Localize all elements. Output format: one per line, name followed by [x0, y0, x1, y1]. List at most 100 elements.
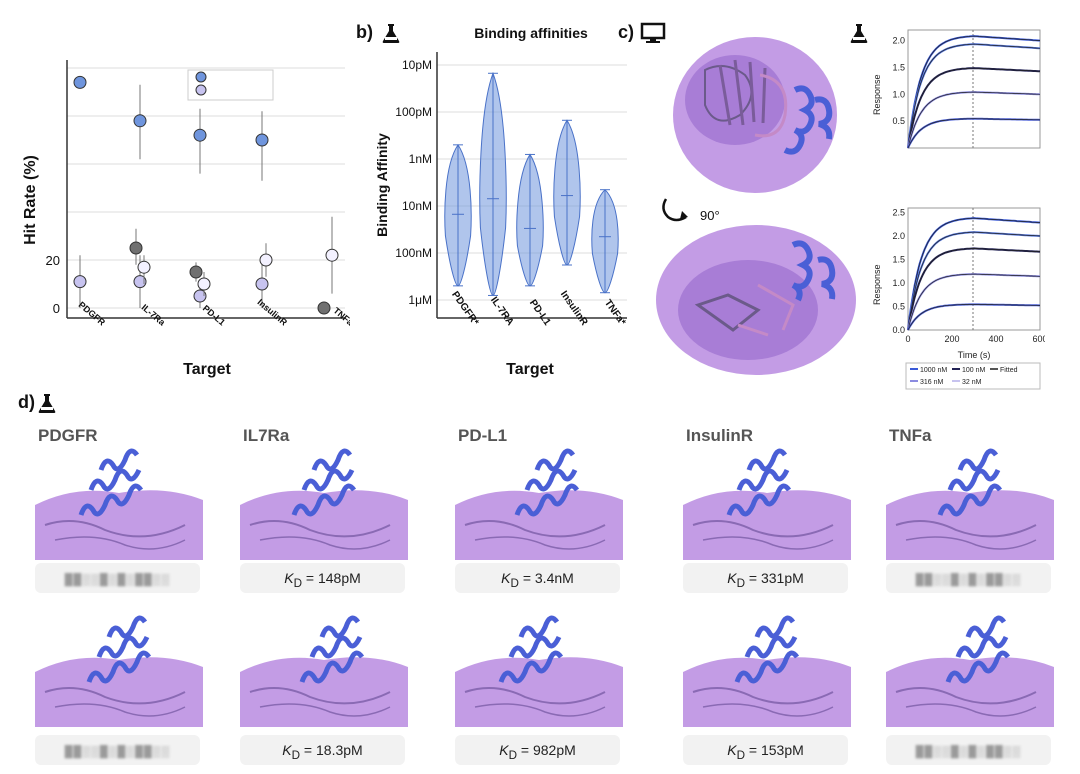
- kd-symbol: K: [499, 742, 509, 758]
- y-tick-label: 1μM: [408, 293, 432, 307]
- kd-value: = 331pM: [745, 570, 804, 586]
- hit-rate-chart: 0 20 PDGFR IL-7Ra PD-L1 InsulinR TNFa Hit Rate…: [22, 60, 350, 378]
- kinetics-fit-curve: [907, 91, 1041, 149]
- kinetics-fit-curve: [907, 67, 1041, 149]
- kd-symbol: K: [282, 742, 292, 758]
- kd-value: = 982pM: [517, 742, 576, 758]
- hit-rate-point: [197, 277, 211, 291]
- hit-rate-point: [189, 265, 203, 279]
- x-tick-label: 400: [988, 334, 1003, 344]
- hit-rate-point: [193, 289, 207, 303]
- panel-d-letter: d): [18, 392, 35, 412]
- kinetics-fit-curve: [907, 43, 1041, 149]
- kd-value: = 153pM: [745, 742, 804, 758]
- x-tick-label: PDGFR*: [449, 290, 480, 328]
- structure-target-title: PDGFR: [38, 426, 98, 445]
- binder-structure-image: [886, 448, 1054, 560]
- y-tick-label: 10nM: [402, 199, 432, 213]
- binding-affinity-chart: Binding affinities 10pM 100pM 1nM 10nM 100nM…: [374, 25, 628, 378]
- x-tick-label: IL-7Ra: [140, 302, 168, 328]
- kd-value-box: ██▒▒█▒█▒██▒▒: [886, 735, 1051, 765]
- kd-value-box: KD = 3.4nM: [455, 563, 620, 593]
- kd-subscript: D: [736, 576, 745, 590]
- structure-target-title: TNFa: [889, 426, 932, 445]
- kd-symbol: K: [727, 742, 737, 758]
- binding-affinity-x-label: Target: [506, 361, 554, 378]
- binder-structure-image: [455, 615, 623, 727]
- kd-value-box: KD = 148pM: [240, 563, 405, 593]
- y-tick-label: 1nM: [409, 152, 432, 166]
- y-tick-label: 0.5: [892, 116, 905, 126]
- panel-c-letter: c): [618, 22, 635, 42]
- y-tick-label: 20: [46, 253, 60, 268]
- rotate-icon: [662, 198, 688, 222]
- x-tick-label: 0: [905, 334, 910, 344]
- y-tick-label: 100pM: [395, 105, 432, 119]
- hit-rate-x-label: Target: [183, 361, 231, 378]
- binder-structure-image: [240, 615, 408, 727]
- y-tick-label: 1.0: [892, 278, 905, 288]
- structure-target-title: InsulinR: [686, 426, 754, 445]
- hit-rate-point: [133, 114, 147, 128]
- kd-symbol: K: [284, 570, 294, 586]
- x-tick-label: TNFa*: [602, 298, 628, 328]
- hit-rate-y-label: Hit Rate (%): [22, 155, 39, 245]
- y-tick-label: 0: [53, 301, 60, 316]
- kd-value: = 3.4nM: [518, 570, 574, 586]
- hit-rate-point: [255, 277, 269, 291]
- x-tick-label: PD-L1: [201, 303, 227, 327]
- x-tick-label: TNFa: [331, 305, 350, 328]
- kinetics-chart-bottom: 0.0 0.5 1.0 1.5 2.0 2.5 0 200 400 600 Response Ti…: [872, 207, 1045, 390]
- computer-icon: [640, 22, 666, 43]
- binder-structure-image: [886, 615, 1054, 727]
- binder-structure-image: [240, 448, 408, 560]
- x-tick-label: PD-L1: [527, 298, 553, 328]
- kd-subscript: D: [510, 576, 519, 590]
- y-tick-label: 0.5: [892, 302, 905, 312]
- kinetics-chart-top: 0.5 1.0 1.5 2.0 Response: [872, 29, 1041, 149]
- flask-icon: [850, 24, 868, 43]
- structure-target-title: PD-L1: [458, 426, 508, 445]
- flask-icon: [382, 24, 400, 43]
- kd-value-redacted: ██▒▒█▒█▒██▒▒: [64, 574, 171, 586]
- kinetics-fit-curve: [907, 217, 1041, 331]
- panel-b-letter: b): [356, 22, 373, 42]
- kinetics-fit-curve: [907, 273, 1040, 331]
- hit-rate-point: [129, 241, 143, 255]
- kinetics-fit-curve: [907, 304, 1040, 331]
- kd-value-box: KD = 331pM: [683, 563, 848, 593]
- kd-value: = 148pM: [302, 570, 361, 586]
- hit-rate-point: [193, 128, 207, 142]
- kd-value-redacted: ██▒▒█▒█▒██▒▒: [915, 574, 1022, 586]
- y-tick-label: 0.0: [892, 325, 905, 335]
- kd-value-box: ██▒▒█▒█▒██▒▒: [886, 563, 1051, 593]
- kinetics-bottom-x-label: Time (s): [958, 350, 991, 360]
- legend-label: Fitted: [1000, 367, 1018, 374]
- binding-affinity-title: Binding affinities: [474, 25, 588, 41]
- legend-label: 100 nM: [962, 367, 986, 374]
- binding-affinity-y-label: Binding Affinity: [374, 133, 390, 237]
- legend-thumb-dot: [195, 71, 207, 83]
- binder-structure-image: [683, 448, 851, 560]
- binder-structure-image: [683, 615, 851, 727]
- kd-value: = 18.3pM: [300, 742, 363, 758]
- hit-rate-point: [255, 133, 269, 147]
- kinetics-top-y-label: Response: [872, 74, 882, 115]
- legend-label: 32 nM: [962, 379, 982, 386]
- kinetics-fit-curve: [907, 231, 1041, 331]
- kd-value-box: KD = 153pM: [683, 735, 848, 765]
- kd-symbol: K: [727, 570, 737, 586]
- kinetics-fit-curve: [907, 35, 1041, 149]
- complex-structure-bottom: [656, 225, 856, 375]
- y-tick-label: 1.5: [892, 63, 905, 73]
- y-tick-label: 2.5: [892, 208, 905, 218]
- complex-structure-top: [673, 37, 837, 193]
- binder-structure-image: [35, 615, 203, 727]
- kd-value-box: ██▒▒█▒█▒██▒▒: [35, 735, 200, 765]
- kd-subscript: D: [508, 748, 517, 762]
- kd-value-redacted: ██▒▒█▒█▒██▒▒: [915, 746, 1022, 758]
- hit-rate-point: [137, 260, 151, 274]
- kd-value-redacted: ██▒▒█▒█▒██▒▒: [64, 746, 171, 758]
- kinetics-fit-curve: [907, 248, 1041, 331]
- x-tick-label: InsulinR: [256, 297, 290, 328]
